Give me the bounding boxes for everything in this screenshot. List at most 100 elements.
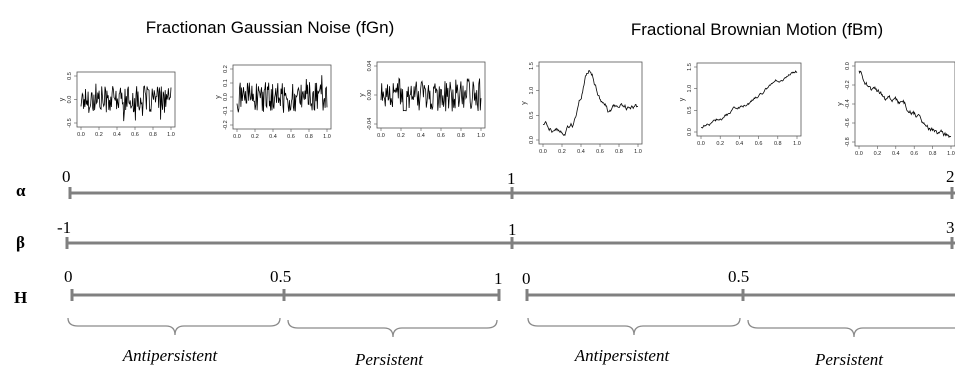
plot-xtick-label: 0.2 [874,151,882,157]
plot-xtick-label: 0.6 [910,151,918,157]
plot-xtick-label: 0.0 [377,133,385,139]
plot-ytick-label: -0.2 [845,80,851,89]
plot-ytick-label: 0.0 [223,93,229,101]
sample-plots: 0.50.0-0.5y0.0 0.2 0.4 0.6 0.8 1.00.20.10.0-0… [59,61,955,157]
plot-ytick-label: -0.8 [845,137,851,146]
beta-axis [65,237,955,249]
plot-ytick-label: -0.04 [367,118,373,131]
fgn-title: Fractionan Gaussian Noise (fGn) [146,18,395,37]
beta-tick-1: 1 [508,220,517,239]
plot-ytick-label: 0.0 [845,62,851,70]
alpha-tick-1: 1 [507,169,516,188]
plot-ytick-label: 0.2 [223,65,229,73]
h-axis-fgn [70,289,501,301]
plot-xtick-label: 0.0 [233,134,241,140]
h-fgn-tick-half: 0.5 [270,267,291,286]
label-antipersistent-fbm: Antipersistent [574,346,671,365]
plot-ytick-label: -0.6 [845,118,851,127]
plot-ytick-label: -0.5 [67,118,73,127]
plot-ylabel: y [359,93,366,97]
plot-series-line [236,75,328,113]
plot-xtick-label: 1.0 [323,134,331,140]
plot-xtick-label: 0.8 [305,134,313,140]
plot-xtick-label: 1.0 [167,132,175,138]
alpha-symbol: α [16,181,26,200]
plot-xtick-label: 0.8 [774,141,782,147]
plot-5: 1.5 1.0 0.5 0.0 y 0.0 0.2 0.4 0.6 0.8 1.0 [679,62,802,147]
plot-series-line [380,77,482,112]
plot-xtick-label: 0.0 [539,149,547,155]
plot-xtick-label: 0.6 [131,132,139,138]
plot-ytick-label: 0.5 [529,112,535,120]
plot-6: 0.0 -0.2 -0.4 -0.6 -0.8 y 0.0 0.2 0.4 0.6 0.8 1.0 [837,61,955,157]
plot-ytick-label: 1.5 [529,62,535,70]
h-symbol: H [14,288,27,307]
alpha-tick-2: 2 [946,167,955,186]
plot-ytick-label: 0.00 [367,90,373,101]
plot-ylabel: y [521,101,528,105]
plot-xtick-label: 0.6 [287,134,295,140]
plot-ytick-label: 0.0 [529,136,535,144]
fbm-title: Fractional Brownian Motion (fBm) [631,20,883,39]
plot-series-line [542,70,639,137]
plot-xtick-label: 0.6 [437,133,445,139]
plot-ytick-label: 1.5 [687,63,693,71]
plot-series-line [858,70,952,139]
plot-ytick-label: 0.5 [67,72,73,80]
plot-ylabel: y [215,95,222,99]
plot-xtick-label: 0.2 [397,133,405,139]
plot-xtick-label: 0.8 [457,133,465,139]
plot-ytick-label: 0.1 [223,79,229,87]
plot-xtick-label: 0.6 [755,141,763,147]
beta-symbol: β [16,233,25,252]
plot-xtick-label: 0.4 [736,141,744,147]
beta-tick-0: -1 [57,218,71,237]
plot-xtick-label: 1.0 [477,133,485,139]
h-fgn-tick-0: 0 [64,267,73,286]
plot-ytick-label: 0.04 [367,61,373,72]
plot-ylabel: y [679,97,686,101]
plot-1: 0.50.0-0.5y0.0 0.2 0.4 0.6 0.8 1.0 [59,71,176,138]
brace-persistent-fgn [287,319,498,338]
alpha-axis [68,187,955,199]
label-persistent-fbm: Persistent [814,350,884,369]
plot-xtick-label: 0.2 [95,132,103,138]
plot-xtick-label: 0.4 [113,132,121,138]
plot-ytick-label: -0.1 [223,106,229,115]
label-antipersistent-fgn: Antipersistent [122,346,219,365]
plot-xtick-label: 0.2 [716,141,724,147]
plot-xtick-label: 0.8 [149,132,157,138]
plot-ylabel: y [837,102,844,106]
plot-ytick-label: 0.0 [67,96,73,104]
plot-xtick-label: 0.4 [892,151,900,157]
plot-ytick-label: 1.0 [687,85,693,93]
plot-ytick-label: 1.0 [529,87,535,95]
plot-xtick-label: 0.8 [929,151,937,157]
alpha-tick-0: 0 [62,167,71,186]
plot-xtick-label: 1.0 [793,141,801,147]
plot-xtick-label: 0.8 [615,149,623,155]
plot-ytick-label: -0.4 [845,99,851,108]
beta-tick-2: 3 [946,218,955,237]
h-fgn-tick-1: 1 [494,269,503,288]
plot-series-line [701,70,798,129]
plot-xtick-label: 0.4 [417,133,425,139]
label-persistent-fgn: Persistent [354,350,424,369]
plot-4: 1.5 1.0 0.5 0.0 y 0.0 0.2 0.4 0.6 0.8 1.0 [521,61,643,155]
plot-ytick-label: 0.0 [687,128,693,136]
h-fbm-tick-0: 0 [522,269,531,288]
plot-frame [538,61,643,145]
plot-series-line [80,83,172,122]
plot-2: 0.20.10.0-0.1-0.2y0.0 0.2 0.4 0.6 0.8 1.0 [215,64,332,140]
plot-xtick-label: 0.0 [697,141,705,147]
plot-ytick-label: -0.2 [223,120,229,129]
brace-antipersistent-fbm [527,317,741,336]
plot-xtick-label: 0.4 [269,134,277,140]
h-fbm-tick-half: 0.5 [728,267,749,286]
brace-persistent-fbm [747,319,955,338]
h-axis-fbm [525,289,955,301]
brace-antipersistent-fgn [67,317,281,336]
plot-xtick-label: 0.6 [596,149,604,155]
